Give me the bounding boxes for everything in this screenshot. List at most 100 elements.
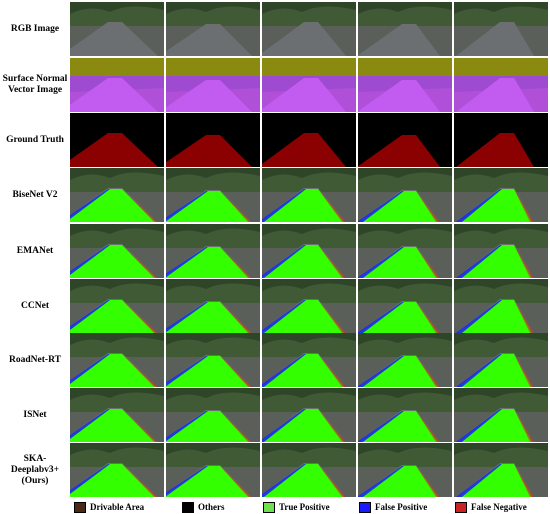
pred-true-positive bbox=[70, 409, 156, 442]
pred-false-negative bbox=[122, 464, 158, 497]
scene-canopy bbox=[262, 279, 356, 291]
image-cell bbox=[166, 58, 260, 112]
row-label: ISNet bbox=[23, 409, 47, 420]
pred-true-positive bbox=[359, 411, 438, 442]
pred-false-positive bbox=[262, 464, 306, 497]
image-cell bbox=[70, 113, 164, 167]
pred-false-positive bbox=[70, 245, 110, 275]
image-cell bbox=[262, 168, 356, 222]
row-images bbox=[70, 168, 550, 222]
scene-canopy bbox=[358, 224, 452, 236]
pred-false-positive bbox=[262, 245, 306, 278]
normal-road-surface bbox=[70, 78, 158, 112]
pred-false-positive bbox=[166, 466, 208, 497]
pred-false-negative bbox=[318, 300, 346, 333]
scene-canopy bbox=[454, 279, 548, 291]
pred-false-positive bbox=[358, 411, 404, 442]
pred-true-positive bbox=[458, 300, 532, 333]
image-cell bbox=[358, 443, 452, 497]
row-rgb-image: RGB Image bbox=[0, 2, 550, 56]
pred-true-positive bbox=[359, 247, 438, 278]
image-cell bbox=[358, 279, 452, 333]
image-cell bbox=[70, 168, 164, 222]
pred-false-positive bbox=[70, 354, 110, 384]
row-label: EMANet bbox=[16, 245, 54, 256]
scene-road bbox=[70, 22, 158, 56]
scene-canopy bbox=[70, 388, 164, 400]
scene-canopy bbox=[166, 224, 260, 236]
pred-false-positive bbox=[262, 189, 306, 222]
row-images bbox=[70, 113, 550, 167]
pred-false-negative bbox=[318, 354, 346, 387]
legend-label-false-positive: False Positive bbox=[375, 502, 428, 512]
pred-false-negative bbox=[122, 354, 158, 387]
pred-false-positive bbox=[262, 300, 306, 333]
pred-true-positive bbox=[359, 466, 438, 497]
pred-false-positive bbox=[262, 354, 306, 387]
image-cell bbox=[70, 279, 164, 333]
pred-true-positive bbox=[166, 356, 250, 387]
scene-canopy bbox=[166, 279, 260, 291]
pred-true-positive bbox=[70, 189, 156, 222]
pred-false-positive bbox=[358, 247, 404, 278]
row-roadnet-rt: RoadNet-RT bbox=[0, 333, 550, 387]
pred-false-negative bbox=[514, 464, 534, 497]
pred-false-positive bbox=[358, 191, 404, 222]
pred-false-negative bbox=[220, 466, 252, 497]
image-cell bbox=[70, 224, 164, 278]
legend-swatch-false-negative bbox=[455, 501, 467, 513]
pred-false-positive bbox=[70, 189, 110, 219]
legend-label-false-negative: False Negative bbox=[471, 502, 527, 512]
row-ground-truth: Ground Truth bbox=[0, 113, 550, 167]
scene-canopy bbox=[358, 333, 452, 345]
gt-road-mask bbox=[456, 133, 534, 167]
pred-false-positive bbox=[166, 247, 208, 278]
pred-false-positive bbox=[456, 409, 502, 442]
pred-false-positive bbox=[358, 466, 404, 497]
pred-false-positive bbox=[456, 354, 502, 387]
pred-false-positive bbox=[166, 302, 208, 333]
scene-canopy bbox=[358, 2, 452, 14]
scene-road bbox=[456, 22, 534, 56]
scene-canopy bbox=[262, 2, 356, 14]
row-label: Surface Normal Vector Image bbox=[2, 74, 68, 95]
row-ska-deeplabv3-ours: SKA-Deeplabv3+ (Ours) bbox=[0, 443, 550, 497]
normal-sky-band bbox=[262, 58, 356, 76]
scene-canopy bbox=[166, 2, 260, 14]
image-cell bbox=[166, 113, 260, 167]
pred-false-negative bbox=[122, 409, 158, 442]
normal-sky-band bbox=[454, 58, 548, 76]
scene-canopy bbox=[454, 168, 548, 180]
pred-true-positive bbox=[70, 245, 156, 278]
row-bisenet-v2: BiseNet V2 bbox=[0, 168, 550, 222]
pred-false-negative bbox=[416, 191, 440, 222]
pred-true-positive bbox=[262, 354, 344, 387]
row-label: CCNet bbox=[21, 300, 49, 311]
pred-true-positive bbox=[458, 245, 532, 278]
scene-canopy bbox=[262, 224, 356, 236]
pred-true-positive bbox=[166, 411, 250, 442]
image-cell bbox=[454, 333, 548, 387]
pred-false-positive bbox=[456, 300, 502, 333]
gt-road-mask bbox=[70, 133, 158, 167]
pred-true-positive bbox=[70, 300, 156, 333]
image-cell bbox=[262, 388, 356, 442]
image-cell bbox=[166, 388, 260, 442]
legend-swatch-false-positive bbox=[359, 501, 371, 513]
image-cell bbox=[358, 333, 452, 387]
image-cell bbox=[262, 279, 356, 333]
row-images bbox=[70, 333, 550, 387]
normal-road-surface bbox=[262, 78, 346, 112]
row-label: SKA-Deeplabv3+ (Ours) bbox=[10, 453, 60, 486]
scene-road bbox=[262, 22, 346, 56]
pred-false-positive bbox=[70, 464, 110, 494]
scene-canopy bbox=[454, 2, 548, 14]
image-cell bbox=[262, 113, 356, 167]
normal-road-surface bbox=[358, 80, 440, 112]
scene-canopy bbox=[70, 2, 164, 14]
pred-true-positive bbox=[166, 466, 250, 497]
scene-canopy bbox=[166, 168, 260, 180]
legend-item-drivable-area: Drivable Area bbox=[74, 500, 144, 514]
pred-false-positive bbox=[456, 245, 502, 278]
scene-canopy bbox=[358, 443, 452, 455]
